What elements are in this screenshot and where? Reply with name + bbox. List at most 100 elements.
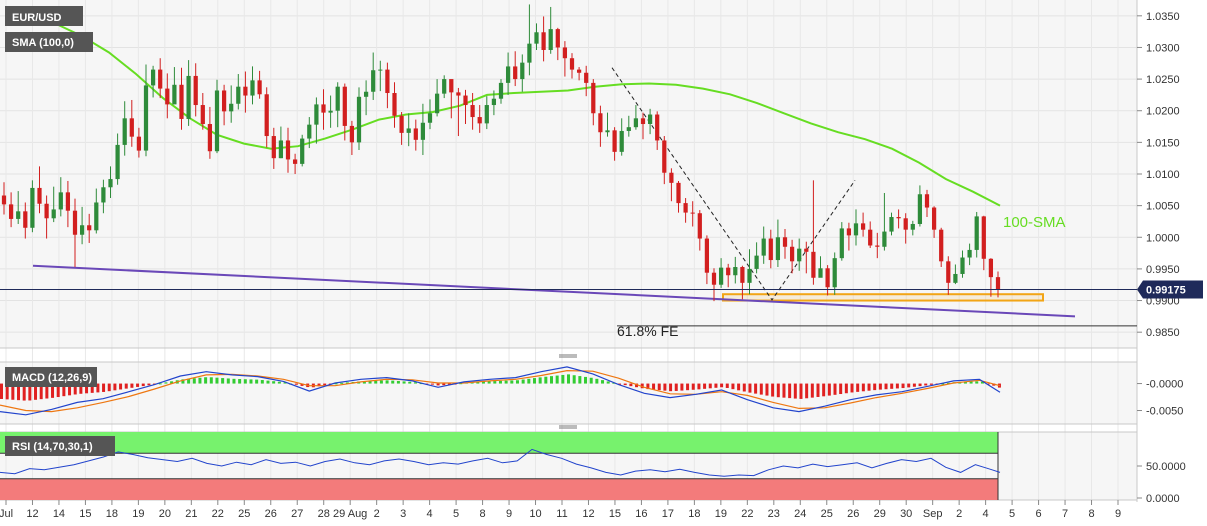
candle-body (356, 96, 362, 143)
macd-histogram-bar (578, 376, 582, 384)
support-zone-box (722, 293, 1044, 302)
macd-histogram-bar (17, 383, 21, 401)
candle-body (406, 128, 411, 133)
macd-histogram-bar (703, 383, 707, 389)
resize-handle-macd[interactable] (559, 354, 577, 358)
macd-histogram-bar (833, 383, 837, 395)
macd-histogram-bar (79, 383, 83, 394)
macd-histogram-bar (975, 381, 979, 384)
candle-body (591, 82, 596, 114)
macd-histogram-bar (527, 378, 531, 384)
candle-body (527, 43, 532, 63)
candle-body (853, 223, 859, 236)
macd-histogram-bar (963, 381, 967, 384)
candle-body (917, 194, 923, 224)
candle-body (349, 125, 355, 143)
candle-body (988, 258, 994, 278)
macd-histogram-bar (459, 383, 463, 385)
candle-body (300, 138, 305, 164)
rsi-tag-label: RSI (14,70,30,1) (12, 441, 93, 453)
macd-histogram-bar (572, 375, 576, 384)
candle-body (740, 267, 745, 283)
macd-histogram-bar (691, 383, 695, 390)
macd-histogram-bar (119, 383, 123, 390)
candle-body (51, 209, 56, 219)
candle-body (789, 246, 795, 262)
candle-body (697, 213, 702, 239)
macd-histogram-bar (589, 377, 593, 384)
candle-body (221, 90, 227, 112)
macd-histogram-bar (731, 383, 735, 390)
macd-histogram-bar (850, 383, 854, 393)
macd-histogram-bar (362, 381, 366, 384)
macd-histogram-bar (538, 377, 542, 384)
macd-histogram-bar (618, 383, 622, 385)
macd-histogram-bar (674, 383, 678, 391)
candle-body (619, 130, 624, 152)
candle-body (967, 249, 972, 258)
macd-histogram-bar (374, 380, 378, 384)
date-tick-label: 15 (609, 508, 621, 520)
macd-histogram-bar (408, 381, 412, 384)
macd-histogram-bar (5, 383, 9, 400)
macd-histogram-bar (90, 383, 94, 393)
candle-body (903, 218, 908, 230)
resize-handle-rsi[interactable] (559, 425, 577, 429)
macd-histogram-bar (226, 378, 230, 384)
candle-body (960, 257, 965, 274)
date-tick-label: 4 (983, 508, 989, 520)
date-tick-label: 12 (582, 508, 594, 520)
candle-body (662, 140, 667, 173)
candle-body (491, 98, 497, 106)
macd-histogram-bar (442, 383, 446, 386)
macd-histogram-bar (805, 383, 809, 399)
candle-body (498, 82, 504, 99)
macd-histogram-bar (164, 382, 168, 384)
candle-body (633, 118, 639, 128)
macd-histogram-bar (300, 383, 304, 386)
date-tick-label: 5 (453, 508, 459, 520)
macd-histogram-bar (742, 383, 746, 392)
macd-histogram-bar (323, 383, 327, 386)
candle-body (889, 217, 894, 232)
macd-histogram-bar (510, 380, 514, 384)
rsi-tag[interactable]: RSI (14,70,30,1) (5, 436, 115, 456)
candle-body (939, 229, 944, 262)
symbol-tag[interactable]: EUR/USD (5, 6, 83, 26)
macd-tick-label: -0.0000 (1146, 379, 1183, 391)
macd-histogram-bar (646, 383, 650, 390)
macd-histogram-bar (260, 380, 264, 384)
macd-histogram-bar (686, 383, 690, 391)
candle-body (875, 245, 880, 247)
candle-body (23, 211, 28, 228)
candle-body (513, 66, 518, 80)
candle-body (505, 66, 511, 83)
macd-histogram-bar (113, 383, 117, 391)
candle-body (122, 118, 127, 145)
macd-histogram-bar (22, 383, 26, 401)
candle-body (555, 29, 560, 48)
symbol-tag-label: EUR/USD (12, 12, 62, 24)
candle-body (87, 225, 92, 231)
macd-histogram-bar (765, 383, 769, 396)
candle-body (150, 69, 156, 86)
date-tick-label: Sep (923, 508, 943, 520)
candle-body (37, 187, 42, 204)
candle-body (647, 114, 653, 125)
macd-histogram-bar (498, 380, 502, 384)
candle-body (207, 124, 213, 152)
macd-histogram-bar (447, 383, 451, 385)
candle-body (584, 72, 589, 83)
candle-body (995, 277, 1001, 290)
macd-histogram-bar (436, 383, 440, 386)
macd-histogram-bar (187, 378, 191, 384)
candle-body (832, 258, 837, 288)
sma-tag[interactable]: SMA (100,0) (5, 32, 93, 52)
macd-histogram-bar (918, 383, 922, 387)
macd-histogram-bar (748, 383, 752, 393)
macd-histogram-bar (232, 378, 236, 384)
macd-histogram-bar (776, 383, 780, 398)
candle-body (420, 122, 426, 140)
macd-tag[interactable]: MACD (12,26,9) (5, 367, 97, 387)
candle-body (257, 80, 262, 95)
